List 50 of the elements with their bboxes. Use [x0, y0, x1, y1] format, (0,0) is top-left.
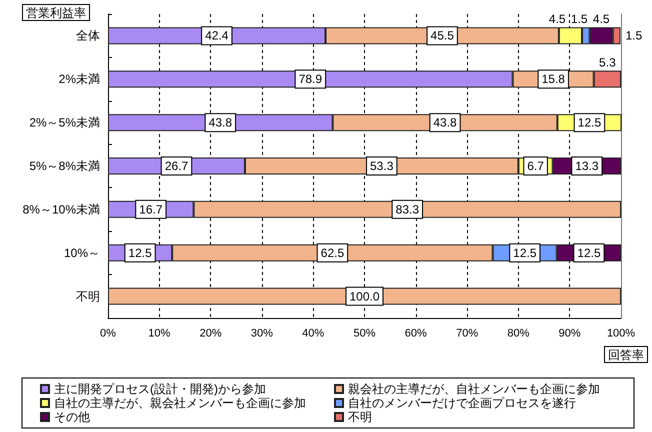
y-tick-label: 2%未満 — [58, 72, 100, 86]
x-tick-label: 30% — [250, 328, 274, 340]
legend-label: 不明 — [348, 410, 372, 424]
x-tick-label: 100% — [606, 328, 636, 340]
data-label: 43.8 — [208, 116, 232, 130]
data-label: 26.7 — [164, 159, 188, 173]
data-label: 12.5 — [578, 116, 602, 130]
data-label: 78.9 — [298, 72, 322, 86]
y-tick-label: 全体 — [76, 28, 100, 43]
y-tick-label: 8%～10%未満 — [22, 202, 100, 216]
x-axis-title: 回答率 — [608, 348, 644, 362]
data-label: 15.8 — [542, 72, 566, 86]
x-tick-label: 90% — [558, 328, 581, 340]
x-tick-label: 60% — [404, 328, 428, 340]
data-label: 13.3 — [575, 159, 599, 173]
data-label: 62.5 — [320, 246, 344, 260]
data-label: 12.5 — [128, 246, 152, 260]
data-label: 12.5 — [577, 246, 601, 260]
data-label: 53.3 — [370, 159, 394, 173]
data-label: 6.7 — [527, 159, 544, 173]
data-label: 16.7 — [139, 202, 163, 216]
x-tick-label: 0% — [100, 328, 116, 340]
x-tick-label: 20% — [200, 328, 222, 340]
data-label: 1.5 — [625, 28, 642, 43]
x-tick-label: 70% — [456, 328, 478, 340]
data-label: 12.5 — [513, 246, 537, 260]
y-tick-label: 不明 — [76, 289, 100, 304]
legend-label: 自社のメンバーだけで企画プロセスを遂行 — [348, 396, 576, 410]
y-tick-label: 5%～8%未満 — [29, 159, 100, 173]
legend-label: 主に開発プロセス(設計・開発)から参加 — [54, 382, 266, 396]
legend-label: 自社の主導だが、親会社メンバーも企画に参加 — [54, 396, 306, 410]
x-tick-label: 80% — [507, 328, 530, 340]
bar — [108, 288, 621, 305]
legend-label: その他 — [54, 410, 90, 424]
y-axis-title: 営業利益率 — [26, 6, 86, 20]
data-label: 45.5 — [430, 28, 454, 43]
legend-label: 親会社の主導だが、自社メンバーも企画に参加 — [348, 382, 600, 396]
data-label: 4.5 — [548, 12, 566, 26]
data-label: 43.8 — [433, 116, 458, 130]
data-label: 100.0 — [349, 289, 380, 304]
x-tick-label: 50% — [353, 328, 376, 340]
data-label: 83.3 — [396, 202, 420, 216]
data-label: 1.5 — [570, 12, 588, 26]
x-tick-label: 40% — [302, 328, 324, 340]
x-tick-label: 10% — [148, 328, 171, 340]
data-label: 42.4 — [205, 28, 229, 43]
data-label: 5.3 — [599, 56, 616, 70]
y-tick-label: 2%～5%未満 — [29, 116, 100, 130]
data-label: 4.5 — [592, 12, 610, 26]
y-tick-label: 10%～ — [64, 246, 100, 260]
